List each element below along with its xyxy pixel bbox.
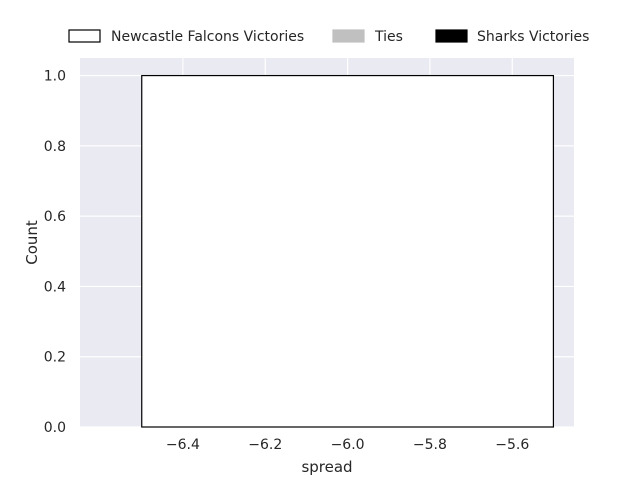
legend-label: Sharks Victories <box>477 29 589 45</box>
y-tick-label: 0.0 <box>44 420 66 436</box>
legend-swatch <box>435 29 468 43</box>
y-tick-label: 0.8 <box>44 139 66 155</box>
x-tick-label: −5.6 <box>495 437 529 453</box>
x-axis-label: spread <box>301 458 352 476</box>
y-axis-label: Count <box>23 220 41 265</box>
bars <box>141 74 555 428</box>
y-tick-label: 0.4 <box>44 279 66 295</box>
y-tick-label: 1.0 <box>44 69 66 85</box>
x-tick-labels: −6.4 −6.2 −6.0 −5.8 −5.6 <box>166 437 529 453</box>
histogram-bar <box>141 74 555 428</box>
y-tick-label: 0.6 <box>44 209 66 225</box>
x-tick-label: −6.4 <box>166 437 200 453</box>
y-tick-label: 0.2 <box>44 350 66 366</box>
legend-label: Ties <box>374 29 403 45</box>
x-tick-label: −6.2 <box>248 437 282 453</box>
y-tick-labels: 0.0 0.2 0.4 0.6 0.8 1.0 <box>44 69 66 436</box>
legend-label: Newcastle Falcons Victories <box>111 29 304 45</box>
legend-swatch <box>332 29 365 43</box>
legend: Newcastle Falcons Victories Ties Sharks Vi… <box>68 29 589 45</box>
x-tick-label: −6.0 <box>331 437 365 453</box>
x-tick-label: −5.8 <box>413 437 447 453</box>
legend-swatch <box>68 29 101 43</box>
